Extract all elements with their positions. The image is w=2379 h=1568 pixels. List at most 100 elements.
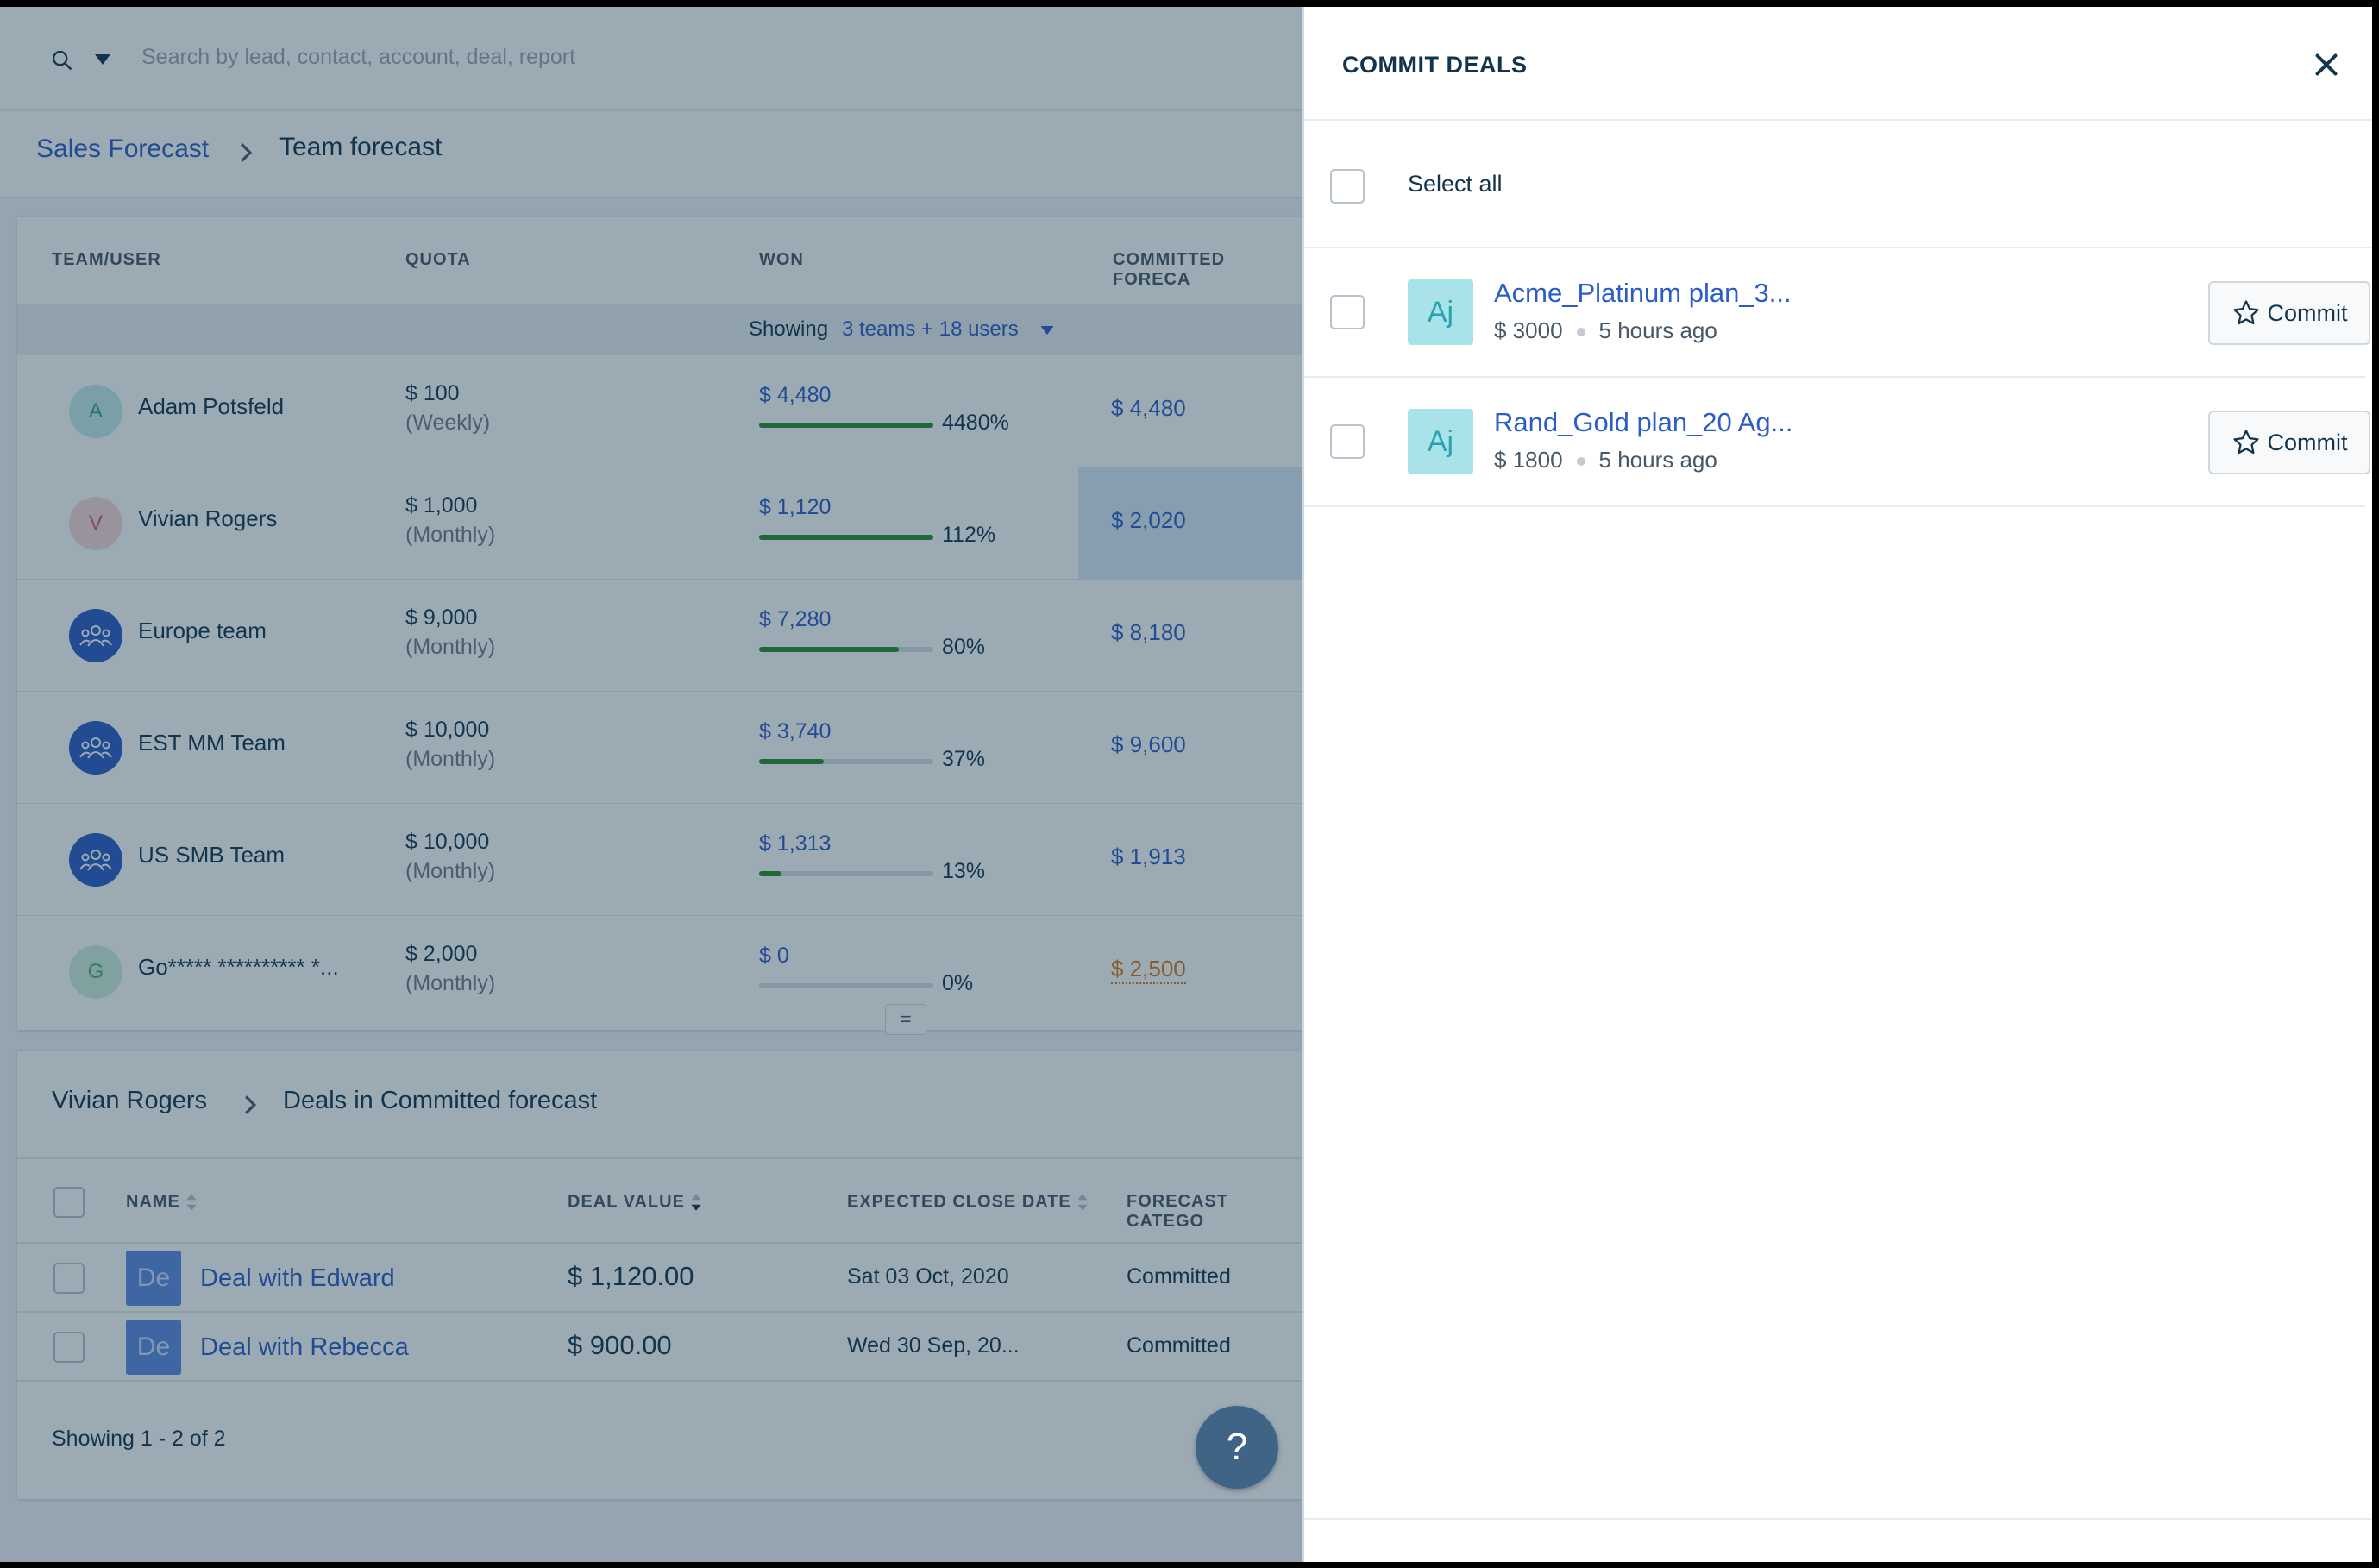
sort-desc-icon[interactable]	[690, 1192, 702, 1213]
breadcrumb-sales-forecast-link[interactable]: Sales Forecast	[36, 135, 210, 163]
table-row[interactable]: EST MM Team $ 10,000 (Monthly) $ 3,740 3…	[17, 692, 1302, 804]
select-all-deals-checkbox[interactable]	[53, 1187, 85, 1218]
drawer-header: COMMIT DEALS	[1304, 7, 2372, 121]
table-row[interactable]: US SMB Team $ 10,000 (Monthly) $ 1,313 1…	[17, 804, 1302, 916]
showing-prefix: Showing	[749, 317, 829, 341]
showing-summary: Showing 3 teams + 18 users	[17, 304, 1302, 355]
table-row[interactable]: G Go***** ********** *... $ 2,000 (Month…	[17, 916, 1302, 1028]
app-frame: Search by lead, contact, account, deal, …	[0, 7, 2372, 1562]
row-quota: $ 9,000	[405, 605, 478, 630]
row-period: (Monthly)	[405, 971, 496, 995]
commit-button-label: Commit	[2267, 299, 2348, 326]
deal-name-link[interactable]: Acme_Platinum plan_3...	[1494, 278, 1792, 308]
column-header-name[interactable]: NAME	[126, 1192, 198, 1213]
won-progress-fill	[759, 871, 782, 876]
deal-value: $ 900.00	[568, 1330, 672, 1360]
column-header-quota: QUOTA	[405, 250, 471, 269]
row-period: (Monthly)	[405, 523, 496, 547]
row-quota: $ 1,000	[405, 493, 478, 517]
row-checkbox[interactable]	[53, 1263, 85, 1294]
deal-checkbox[interactable]	[1330, 295, 1365, 329]
help-button[interactable]: ?	[1196, 1406, 1278, 1489]
panel-resize-handle[interactable]: =	[885, 1004, 926, 1035]
caret-down-icon[interactable]	[95, 53, 110, 66]
modal-overlay[interactable]	[0, 7, 1302, 1562]
search-input[interactable]: Search by lead, contact, account, deal, …	[141, 45, 576, 69]
sort-icon[interactable]	[1077, 1192, 1089, 1213]
row-won-percent: 13%	[942, 859, 986, 883]
won-progress-fill	[759, 759, 824, 764]
deal-meta: $ 1800 5 hours ago	[1494, 447, 1717, 474]
close-icon[interactable]	[2313, 52, 2339, 78]
deal-meta: $ 3000 5 hours ago	[1494, 317, 1717, 344]
table-row[interactable]: Europe team $ 9,000 (Monthly) $ 7,280 80…	[17, 580, 1302, 692]
deal-forecast-category: Committed	[1127, 1333, 1231, 1358]
commit-deal-item: Aj Acme_Platinum plan_3... $ 3000 5 hours…	[1304, 248, 2370, 378]
deal-time: 5 hours ago	[1598, 447, 1717, 473]
table-row[interactable]: De Deal with Rebecca $ 900.00 Wed 30 Sep…	[17, 1313, 1302, 1382]
row-won-link[interactable]: $ 1,313	[759, 831, 832, 856]
row-won-link[interactable]: $ 1,120	[759, 495, 832, 519]
row-won-percent: 112%	[942, 523, 996, 547]
row-period: (Monthly)	[405, 747, 496, 771]
showing-teams-users-link[interactable]: 3 teams + 18 users	[842, 317, 1019, 341]
row-checkbox[interactable]	[53, 1332, 85, 1363]
won-progress-bar	[759, 871, 933, 876]
column-header-won: WON	[759, 250, 804, 269]
row-committed-link[interactable]: $ 2,020	[1111, 507, 1186, 533]
row-won-link[interactable]: $ 0	[759, 944, 789, 968]
commit-button[interactable]: Commit	[2208, 281, 2370, 345]
row-name: Go***** ********** *...	[138, 954, 339, 980]
select-all-checkbox[interactable]	[1330, 169, 1365, 204]
row-name: Adam Potsfeld	[138, 393, 285, 419]
commit-button[interactable]: Commit	[2208, 411, 2370, 474]
commit-deals-drawer: COMMIT DEALS Select all Aj Acme_Platinum…	[1302, 7, 2372, 1562]
row-committed-link[interactable]: $ 2,500	[1111, 956, 1186, 984]
row-committed-link[interactable]: $ 4,480	[1111, 395, 1186, 421]
row-name: Vivian Rogers	[138, 505, 278, 531]
column-header-name-label: NAME	[126, 1192, 180, 1212]
team-icon	[69, 609, 122, 662]
sort-icon[interactable]	[185, 1192, 198, 1213]
deal-avatar: Aj	[1408, 409, 1473, 474]
column-header-deal-value[interactable]: DEAL VALUE	[568, 1192, 702, 1213]
selected-cell-highlight	[1078, 467, 1302, 580]
row-won-percent: 80%	[942, 635, 986, 659]
won-progress-fill	[759, 423, 933, 428]
search-icon[interactable]	[50, 48, 74, 72]
row-won-link[interactable]: $ 7,280	[759, 607, 832, 631]
column-header-close-date[interactable]: EXPECTED CLOSE DATE	[847, 1192, 1089, 1213]
won-progress-bar	[759, 759, 933, 764]
avatar: A	[69, 385, 122, 438]
avatar: V	[69, 497, 122, 550]
deal-avatar: Aj	[1408, 279, 1473, 345]
won-progress-bar	[759, 423, 933, 428]
deal-name-link[interactable]: Deal with Edward	[200, 1264, 395, 1292]
row-quota: $ 10,000	[405, 830, 490, 854]
deal-checkbox[interactable]	[1330, 424, 1365, 459]
deal-avatar: De	[126, 1251, 181, 1306]
table-row[interactable]: De Deal with Edward $ 1,120.00 Sat 03 Oc…	[17, 1244, 1302, 1313]
row-committed-link[interactable]: $ 1,913	[1111, 844, 1186, 869]
row-committed-link[interactable]: $ 9,600	[1111, 731, 1186, 757]
row-won-link[interactable]: $ 3,740	[759, 719, 832, 743]
select-all-row[interactable]: Select all	[1304, 122, 2372, 248]
table-row[interactable]: V Vivian Rogers $ 1,000 (Monthly) $ 1,12…	[17, 467, 1302, 580]
deal-forecast-category: Committed	[1127, 1264, 1231, 1289]
deal-value: $ 1,120.00	[568, 1261, 694, 1291]
column-header-forecast-category: FORECAST CATEGO	[1127, 1192, 1228, 1231]
caret-down-icon[interactable]	[1040, 326, 1054, 335]
row-won-link[interactable]: $ 4,480	[759, 383, 832, 407]
deals-pagination-summary: Showing 1 - 2 of 2	[52, 1427, 226, 1451]
deal-name-link[interactable]: Deal with Rebecca	[200, 1333, 409, 1361]
table-row[interactable]: A Adam Potsfeld $ 100 (Weekly) $ 4,480 4…	[17, 355, 1302, 467]
deal-name-link[interactable]: Rand_Gold plan_20 Ag...	[1494, 407, 1793, 437]
avatar: G	[69, 945, 122, 999]
deals-panel: Vivian Rogers Deals in Committed forecas…	[17, 1051, 1302, 1499]
deals-panel-owner[interactable]: Vivian Rogers	[52, 1087, 208, 1114]
deal-time: 5 hours ago	[1598, 317, 1717, 343]
deal-close-date: Wed 30 Sep, 20...	[847, 1333, 1020, 1358]
row-quota: $ 100	[405, 381, 460, 405]
select-all-label[interactable]: Select all	[1408, 171, 1503, 197]
row-committed-link[interactable]: $ 8,180	[1111, 619, 1186, 645]
